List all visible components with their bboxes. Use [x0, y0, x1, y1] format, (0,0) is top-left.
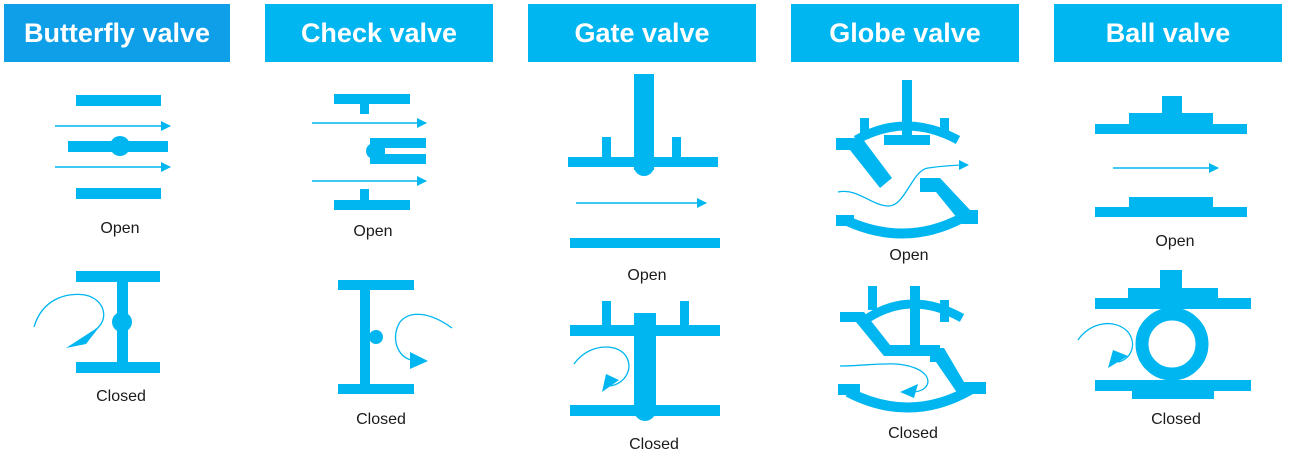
- check-valve-open-label: Open: [353, 223, 393, 240]
- ball-valve-open-symbol: [1095, 96, 1247, 217]
- ball-valve-closed-symbol: [1077, 270, 1251, 399]
- butterfly-valve-closed-symbol: [33, 271, 160, 373]
- gate-valve-closed-symbol: [570, 301, 720, 421]
- globe-valve-closed-symbol: [838, 286, 986, 413]
- header-butterfly-valve: Butterfly valve: [4, 4, 230, 62]
- header-gate-valve: Gate valve: [528, 4, 756, 62]
- gate-valve-open-label: Open: [627, 267, 667, 284]
- check-valve-open-symbol: [312, 94, 427, 210]
- ball-valve-closed-label: Closed: [1151, 411, 1201, 428]
- gate-valve-closed-label: Closed: [629, 436, 679, 453]
- butterfly-valve-open-symbol: [55, 95, 171, 199]
- check-valve-closed-symbol: [338, 280, 453, 394]
- header-ball-valve: Ball valve: [1054, 4, 1282, 62]
- globe-valve-closed-label: Closed: [888, 425, 938, 442]
- butterfly-valve-closed-label: Closed: [96, 388, 146, 405]
- butterfly-valve-open-label: Open: [100, 220, 140, 237]
- header-check-valve: Check valve: [265, 4, 493, 62]
- globe-valve-open-label: Open: [889, 247, 929, 264]
- gate-valve-open-symbol: [568, 74, 720, 248]
- globe-valve-open-symbol: [836, 80, 978, 239]
- header-globe-valve: Globe valve: [791, 4, 1019, 62]
- ball-valve-open-label: Open: [1155, 233, 1195, 250]
- check-valve-closed-label: Closed: [356, 411, 406, 428]
